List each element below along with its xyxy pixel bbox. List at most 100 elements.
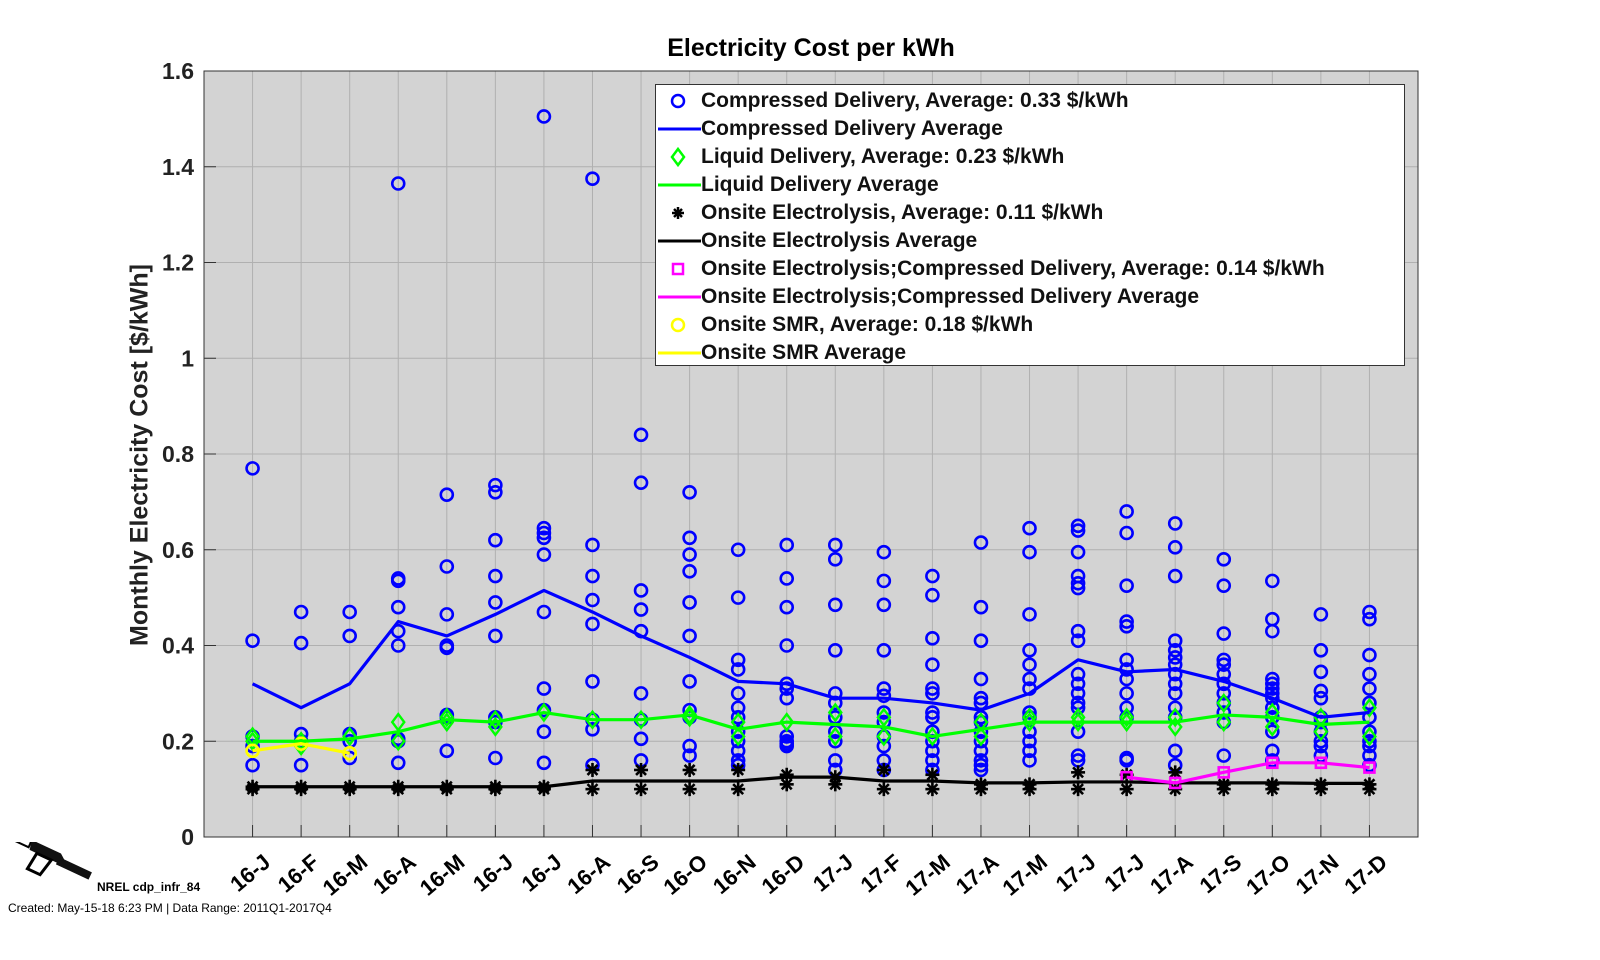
x-tick-label: 17-M: [998, 849, 1052, 900]
data-point-circle: [1265, 623, 1280, 639]
data-point-circle: [925, 710, 940, 725]
data-point-circle: [1362, 738, 1377, 754]
data-point-diamond: [536, 702, 552, 723]
data-point-circle: [536, 547, 552, 562]
data-point-circle: [925, 686, 940, 701]
data-point-circle: [682, 748, 697, 763]
data-point-circle: [1313, 683, 1329, 699]
data-point-diamond: [827, 702, 843, 723]
asterisk-stroke: [732, 764, 745, 776]
legend-line: [658, 183, 701, 187]
data-point-circle: [585, 674, 600, 689]
data-point-diamond: [1264, 716, 1280, 737]
data-point-circle: [1119, 619, 1134, 634]
data-point-circle: [1265, 700, 1280, 716]
data-point-circle: [245, 633, 260, 649]
data-point-circle: [1362, 724, 1377, 739]
y-tick-label: 1: [181, 345, 194, 371]
data-point-circle: [342, 604, 357, 620]
data-point-circle: [730, 590, 746, 605]
data-point-circle: [876, 705, 892, 720]
data-point-circle: [1070, 544, 1086, 560]
data-point-circle: [1167, 743, 1183, 759]
asterisk-stroke: [683, 783, 696, 796]
data-point-diamond: [1313, 721, 1329, 742]
data-point-circle: [973, 633, 989, 649]
data-point-circle: [536, 525, 552, 541]
average-line: [252, 775, 1370, 789]
data-point-diamond: [973, 726, 989, 747]
data-point-circle: [1313, 733, 1329, 749]
data-point-circle: [245, 461, 260, 476]
data-point-circle: [682, 628, 697, 644]
x-tick-label: 16-F: [273, 849, 324, 897]
legend-entry: Compressed Delivery, Average: 0.33 $/kWh: [656, 87, 1404, 115]
legend-entry: Onsite SMR, Average: 0.18 $/kWh: [656, 311, 1404, 339]
data-point-circle: [633, 583, 649, 598]
asterisk-stroke: [732, 783, 745, 796]
data-point-circle: [390, 599, 406, 615]
plot-frame: [203, 70, 1419, 838]
x-tick-label: 17-F: [856, 849, 907, 897]
legend-entry: Liquid Delivery Average: [656, 171, 1404, 199]
data-point-circle: [1362, 681, 1377, 696]
asterisk-stroke: [586, 783, 599, 796]
data-point-circle: [439, 743, 455, 759]
asterisk-stroke: [683, 764, 696, 776]
data-point-circle: [536, 530, 552, 546]
legend-entry: Compressed Delivery Average: [656, 115, 1404, 143]
legend-circle-marker: [670, 93, 686, 109]
data-point-circle: [827, 753, 843, 768]
legend-label: Onsite Electrolysis;Compressed Delivery,…: [701, 257, 1325, 280]
data-point-circle: [585, 568, 600, 584]
data-point-circle: [536, 604, 552, 620]
data-point-circle: [1216, 748, 1232, 763]
data-point-asterisk: [1071, 765, 1086, 780]
data-point-asterisk: [779, 767, 794, 782]
data-point-circle: [439, 559, 455, 574]
average-line: [252, 710, 1370, 743]
data-point-diamond: [1119, 712, 1135, 733]
data-point-circle: [390, 755, 406, 771]
data-point-circle: [876, 738, 892, 754]
data-point-circle: [439, 640, 455, 656]
data-point-circle: [1070, 580, 1086, 596]
data-point-circle: [730, 710, 746, 725]
asterisk-stroke: [926, 783, 939, 796]
legend-line: [658, 127, 701, 131]
data-point-circle: [730, 542, 746, 558]
data-point-circle: [682, 530, 697, 546]
data-point-circle: [488, 628, 503, 644]
data-point-circle: [973, 757, 989, 773]
legend-label: Compressed Delivery Average: [701, 117, 1003, 140]
chart-id-label: NREL cdp_infr_84: [97, 880, 201, 894]
data-point-diamond: [682, 704, 698, 725]
legend-line: [658, 295, 701, 299]
data-point-asterisk: [1119, 782, 1134, 797]
data-point-circle: [827, 642, 843, 658]
average-line: [251, 588, 1370, 719]
data-point-circle: [1119, 753, 1134, 768]
data-point-circle: [682, 484, 697, 500]
data-point-circle: [1167, 516, 1183, 531]
legend-square-marker: [671, 262, 685, 276]
data-point-circle: [779, 638, 795, 653]
data-point-circle: [973, 690, 989, 706]
legend-diamond-marker: [670, 146, 686, 168]
data-point-diamond: [1022, 707, 1038, 728]
data-point-diamond: [1361, 697, 1377, 718]
data-point-circle: [1167, 676, 1183, 692]
legend: Compressed Delivery, Average: 0.33 $/kWh…: [655, 84, 1405, 366]
data-point-circle: [682, 674, 697, 689]
data-point-circle: [1070, 575, 1086, 591]
data-point-circle: [488, 568, 503, 584]
data-point-circle: [1119, 504, 1134, 519]
data-point-asterisk: [731, 782, 746, 797]
data-point-circle: [1167, 633, 1183, 649]
legend-circle-marker: [670, 317, 686, 333]
data-point-circle: [1362, 695, 1377, 711]
data-point-circle: [1362, 666, 1377, 682]
data-point-circle: [1119, 686, 1134, 701]
data-point-circle: [1167, 568, 1183, 584]
legend-line: [658, 239, 701, 243]
